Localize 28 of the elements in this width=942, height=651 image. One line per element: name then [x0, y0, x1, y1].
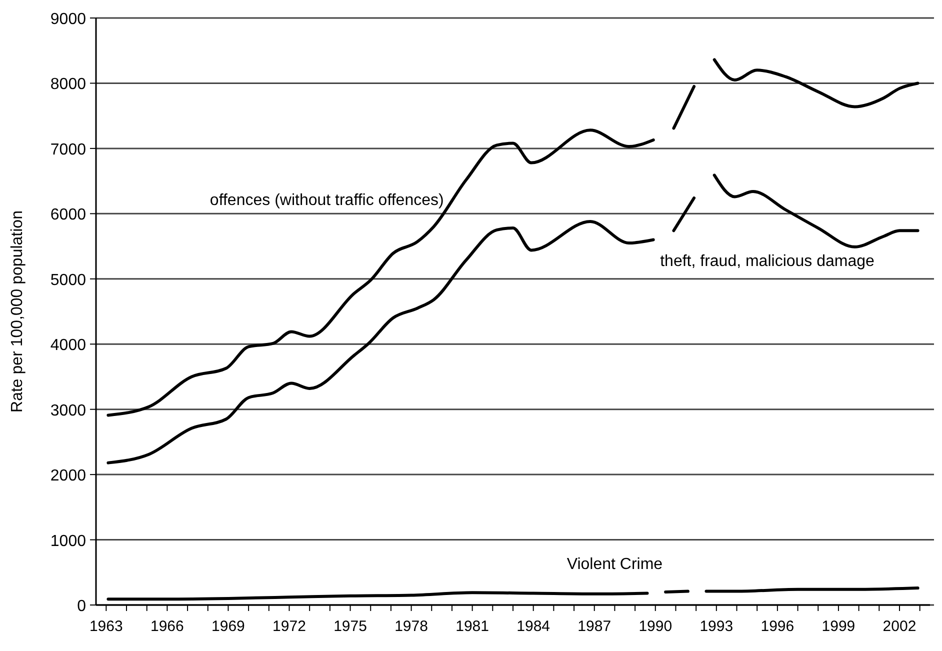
x-tick-label: 1990 — [638, 618, 672, 635]
y-tick-label: 1000 — [50, 532, 86, 550]
x-tick-label: 1999 — [822, 618, 856, 635]
x-tick-label: 1969 — [212, 618, 245, 635]
x-tick-label: 1993 — [700, 618, 734, 635]
x-tick-label: 1972 — [272, 618, 306, 635]
y-tick-label: 7000 — [50, 141, 86, 158]
series-label: offences (without traffic offences) — [210, 192, 444, 210]
y-tick-label: 0 — [77, 598, 86, 615]
x-tick-label: 1981 — [456, 618, 490, 635]
y-tick-label: 2000 — [50, 468, 86, 485]
y-tick-label: 5000 — [50, 272, 86, 289]
x-tick-label: 1975 — [334, 618, 367, 635]
series-label: theft, fraud, malicious damage — [660, 252, 875, 270]
x-tick-label: 1996 — [760, 618, 794, 635]
x-tick-label: 1987 — [578, 618, 612, 635]
y-tick-label: 8000 — [50, 76, 86, 94]
y-tick-label: 3000 — [50, 402, 86, 420]
y-tick-label: 6000 — [50, 206, 86, 224]
x-tick-label: 1963 — [89, 618, 123, 635]
x-tick-label: 1984 — [516, 618, 550, 635]
x-tick-label: 2002 — [882, 618, 916, 635]
y-tick-label: 9000 — [50, 11, 86, 28]
series-label: Violent Crime — [566, 556, 663, 574]
y-tick-label: 4000 — [50, 337, 86, 354]
x-tick-label: 1966 — [150, 618, 184, 635]
y-axis-title: Rate per 100,000 population — [9, 210, 26, 412]
x-tick-label: 1978 — [394, 618, 428, 635]
